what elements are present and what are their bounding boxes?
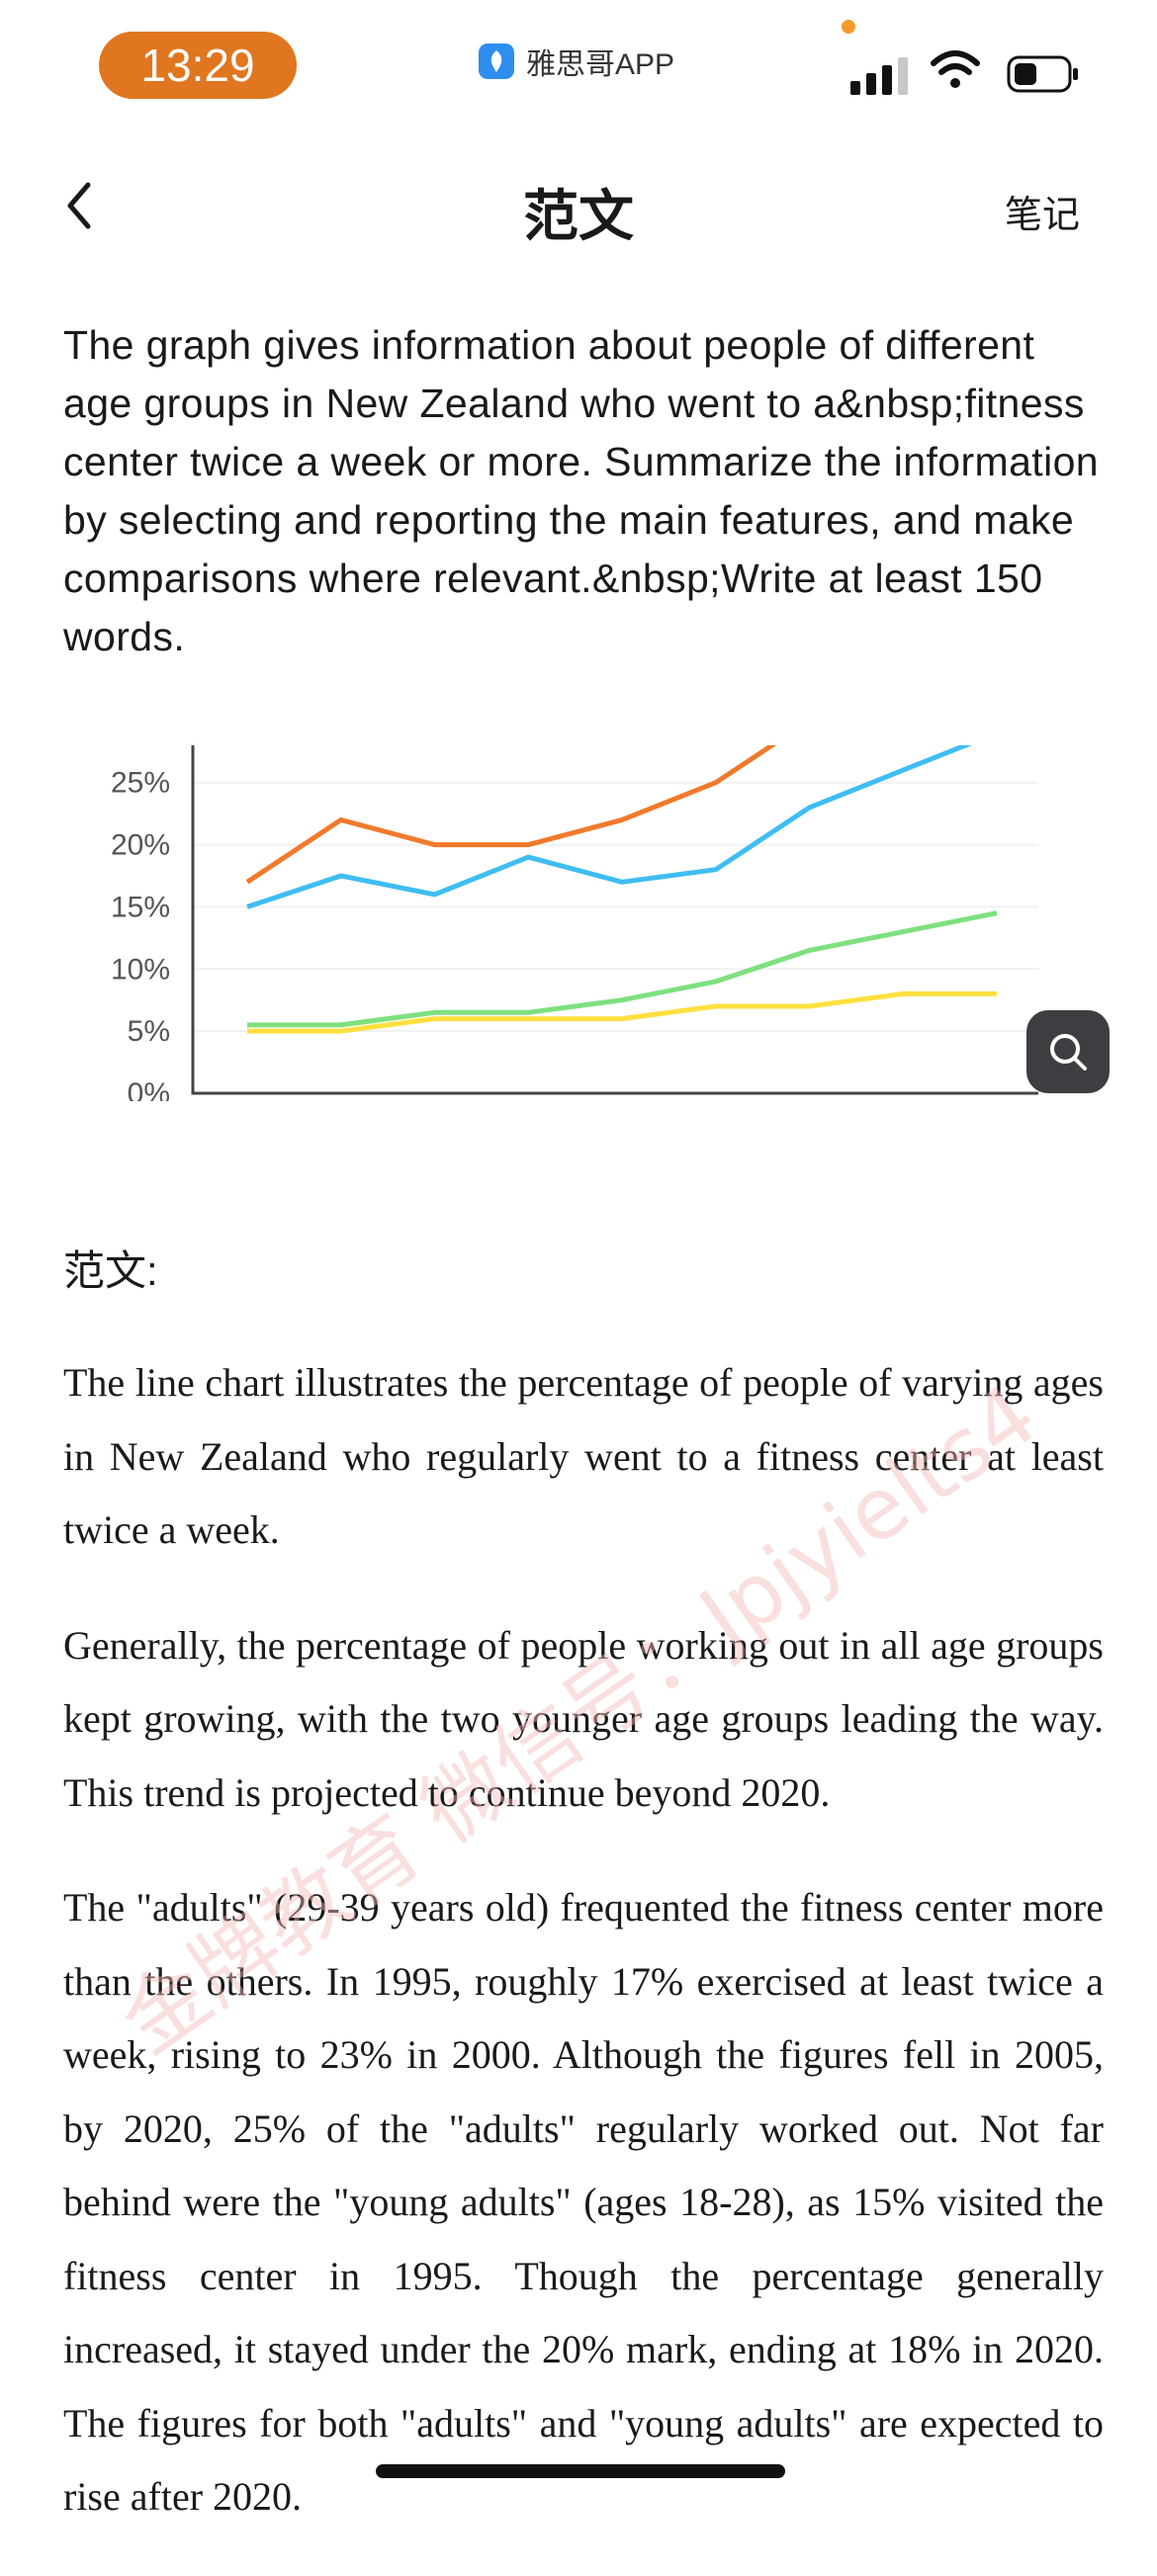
battery-icon (1007, 55, 1078, 93)
chevron-left-icon (67, 182, 91, 229)
series-line-0 (245, 743, 780, 885)
magnifier-icon (1050, 1034, 1087, 1071)
series-line-3 (247, 990, 997, 1034)
app-name: 雅思哥APP (526, 48, 675, 81)
line-chart[interactable]: 25% 20% 15% 10% 5% 0% (89, 743, 1117, 1110)
y-tick-label: 15% (111, 891, 170, 923)
page-title: 范文 (523, 185, 634, 247)
essay-paragraph: The line chart illustrates the percentag… (63, 1360, 1104, 1552)
essay-paragraph: Generally, the percentage of people work… (63, 1622, 1104, 1815)
wifi-icon (931, 50, 980, 88)
recording-dot (842, 20, 855, 34)
y-tick-label: 10% (111, 953, 170, 986)
y-tick-label: 25% (111, 767, 170, 800)
notes-button[interactable]: 笔记 (1004, 195, 1080, 236)
home-indicator[interactable] (376, 2464, 785, 2478)
essay-paragraph: The "adults" (29-39 years old) frequente… (63, 1885, 1104, 2519)
chart-axes (191, 745, 1038, 1095)
y-tick-label: 5% (128, 1015, 170, 1048)
essay-label: 范文: (63, 1247, 158, 1294)
status-time: 13:29 (99, 32, 297, 99)
y-tick-label: 0% (128, 1077, 170, 1101)
series-line-2 (247, 910, 998, 1028)
y-tick-label: 20% (111, 829, 170, 862)
app-indicator: 雅思哥APP (479, 40, 674, 83)
signal-icon (850, 55, 908, 95)
back-button[interactable] (49, 176, 109, 235)
essay-body: The line chart illustrates the percentag… (63, 1346, 1104, 2576)
question-text: The graph gives information about people… (63, 322, 1099, 659)
status-bar: 13:29 雅思哥APP (0, 0, 1157, 130)
nav-bar: 范文 笔记 (0, 148, 1157, 267)
app-logo-icon (479, 43, 514, 79)
zoom-button[interactable] (1026, 1010, 1110, 1093)
series-line-1 (246, 743, 978, 909)
chart-svg: 25% 20% 15% 10% 5% 0% (111, 743, 1038, 1110)
